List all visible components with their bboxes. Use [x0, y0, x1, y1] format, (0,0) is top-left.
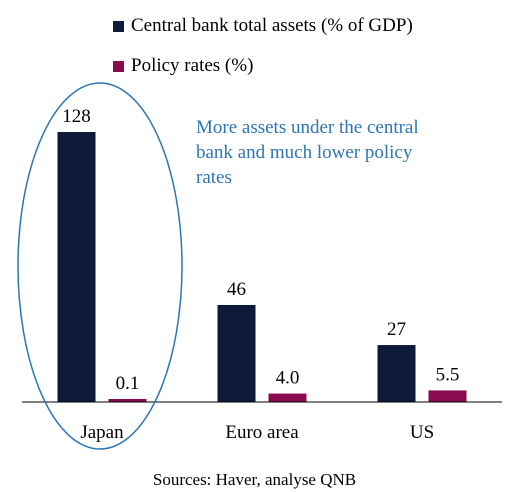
x-tick-label-japan: Japan [80, 422, 124, 443]
x-tick-label-euro-area: Euro area [225, 422, 299, 443]
chart-annotation: More assets under the central bank and m… [196, 117, 419, 188]
bar-assets-japan [57, 132, 96, 402]
legend-item-assets: Central bank total assets (% of GDP) [113, 15, 413, 37]
data-label-assets-japan: 128 [62, 106, 91, 127]
legend-label-policy-rates: Policy rates (%) [131, 55, 254, 76]
legend-swatch-assets [113, 20, 124, 32]
bar-policy-rate-japan [108, 399, 147, 402]
data-label-assets-us: 27 [387, 319, 406, 340]
bar-assets-euro-area [217, 304, 256, 402]
data-label-policy-rate-euro-area: 4.0 [276, 368, 300, 389]
legend-label-assets: Central bank total assets (% of GDP) [131, 15, 413, 36]
data-label-policy-rate-us: 5.5 [436, 364, 460, 385]
bar-policy-rate-euro-area [268, 393, 307, 402]
bar-policy-rate-us [428, 390, 467, 402]
highlight-ellipse [17, 82, 183, 450]
source-note: Sources: Haver, analyse QNB [152, 470, 357, 489]
data-label-assets-euro-area: 46 [227, 279, 246, 300]
legend-item-policy-rates: Policy rates (%) [113, 55, 253, 77]
bar-assets-us [377, 345, 416, 402]
data-label-policy-rate-japan: 0.1 [116, 373, 140, 394]
legend-swatch-policy-rates [113, 60, 124, 72]
x-tick-label-us: US [410, 422, 434, 443]
